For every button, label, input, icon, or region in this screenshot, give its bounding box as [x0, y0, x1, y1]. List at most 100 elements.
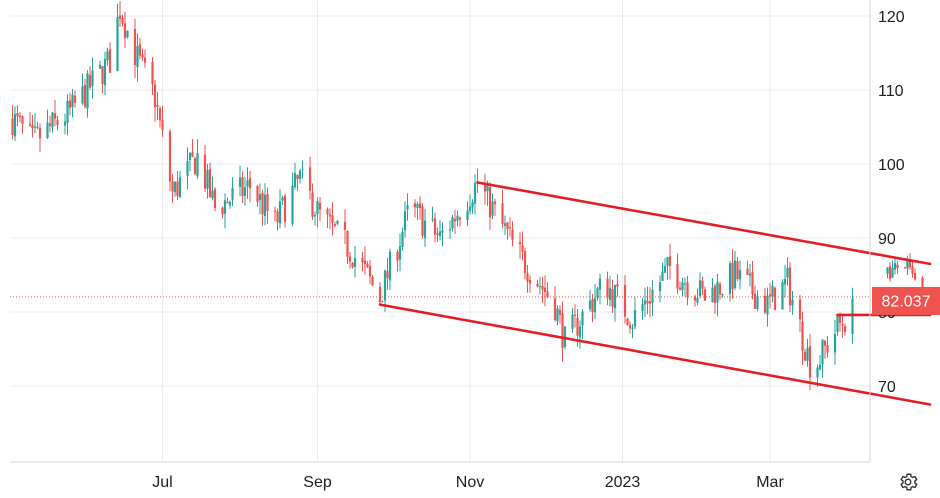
candle-body: [491, 201, 494, 216]
candle: [888, 262, 892, 282]
candle-body: [18, 115, 22, 118]
candle: [733, 250, 737, 291]
candle-body: [441, 230, 444, 233]
candle: [178, 171, 182, 199]
candle-body: [301, 168, 304, 170]
candle: [501, 189, 504, 229]
candle-body: [266, 193, 269, 211]
candle-body: [838, 314, 842, 324]
candle-body: [98, 64, 102, 69]
candle-body: [63, 121, 67, 126]
candle: [191, 139, 194, 158]
candle: [168, 128, 172, 192]
candle: [798, 294, 802, 332]
candle-body: [51, 112, 54, 128]
candle: [641, 298, 644, 320]
candle-body: [308, 167, 312, 191]
candle-body: [518, 241, 522, 245]
candle: [258, 183, 262, 215]
candle: [451, 214, 454, 232]
candle-body: [526, 273, 529, 282]
candle-body: [788, 267, 792, 306]
candle-body: [678, 287, 682, 290]
candle: [611, 279, 614, 313]
candle: [361, 252, 364, 272]
candle: [326, 207, 329, 228]
candle-body: [173, 181, 177, 193]
candle-body: [791, 299, 794, 306]
candle-body: [458, 217, 462, 220]
candle: [246, 167, 249, 199]
candle-body: [348, 256, 352, 262]
candle: [466, 201, 469, 227]
candle: [388, 248, 392, 290]
candle: [668, 243, 672, 280]
candle-body: [616, 284, 619, 287]
candle: [308, 156, 312, 200]
candle-body: [246, 180, 249, 187]
candle: [298, 168, 302, 184]
candle: [343, 209, 347, 244]
candle: [561, 301, 564, 362]
candle: [441, 222, 444, 247]
candle: [806, 338, 809, 367]
candle-body: [886, 267, 889, 274]
candle-body: [903, 267, 907, 269]
candle: [51, 111, 54, 133]
candle-body: [293, 173, 297, 188]
candle: [681, 277, 684, 297]
candle: [18, 112, 22, 123]
settings-button[interactable]: [896, 470, 920, 494]
candle: [406, 193, 409, 221]
candle-body: [696, 298, 699, 303]
candle: [381, 300, 384, 303]
candle: [711, 278, 714, 303]
candle: [483, 173, 487, 205]
candle: [701, 276, 704, 295]
candle-body: [71, 94, 74, 107]
candle: [11, 105, 14, 140]
candle: [801, 311, 804, 366]
candle: [88, 66, 92, 90]
candle-body: [613, 285, 617, 309]
candle-body: [263, 194, 267, 216]
candle-body: [543, 287, 547, 293]
candle: [103, 51, 107, 96]
candle: [328, 208, 332, 230]
candle-body: [738, 270, 742, 280]
candle: [578, 320, 582, 349]
candle: [683, 277, 687, 297]
candle: [546, 282, 549, 299]
grid: [10, 0, 870, 462]
candle-body: [888, 266, 892, 279]
candle-body: [823, 340, 827, 346]
candle: [33, 113, 37, 134]
candle: [523, 247, 527, 280]
candle-body: [593, 298, 597, 313]
candle-body: [168, 131, 172, 182]
candle-body: [728, 263, 732, 294]
last-price-value: 82.037: [882, 294, 931, 311]
candle: [48, 116, 52, 133]
candle-body: [756, 295, 759, 309]
candle: [231, 177, 234, 207]
candle: [836, 313, 839, 336]
candle: [423, 208, 427, 247]
candle-body: [241, 177, 244, 196]
candle-body: [736, 261, 739, 280]
candle: [16, 105, 19, 127]
candle-body: [773, 287, 777, 310]
candle-body: [101, 65, 104, 84]
y-tick-label: 120: [878, 9, 905, 26]
candle-body: [666, 257, 669, 266]
candle: [456, 210, 459, 227]
candle: [536, 279, 539, 288]
candle-body: [891, 267, 894, 278]
candle: [261, 189, 264, 226]
candle-body: [206, 170, 209, 189]
candle: [768, 283, 772, 309]
candle: [521, 231, 524, 261]
x-tick-label: Jul: [152, 474, 172, 491]
candle: [751, 260, 754, 300]
